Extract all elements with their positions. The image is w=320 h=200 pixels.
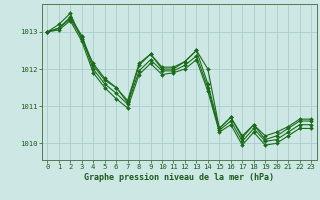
X-axis label: Graphe pression niveau de la mer (hPa): Graphe pression niveau de la mer (hPa) [84,173,274,182]
